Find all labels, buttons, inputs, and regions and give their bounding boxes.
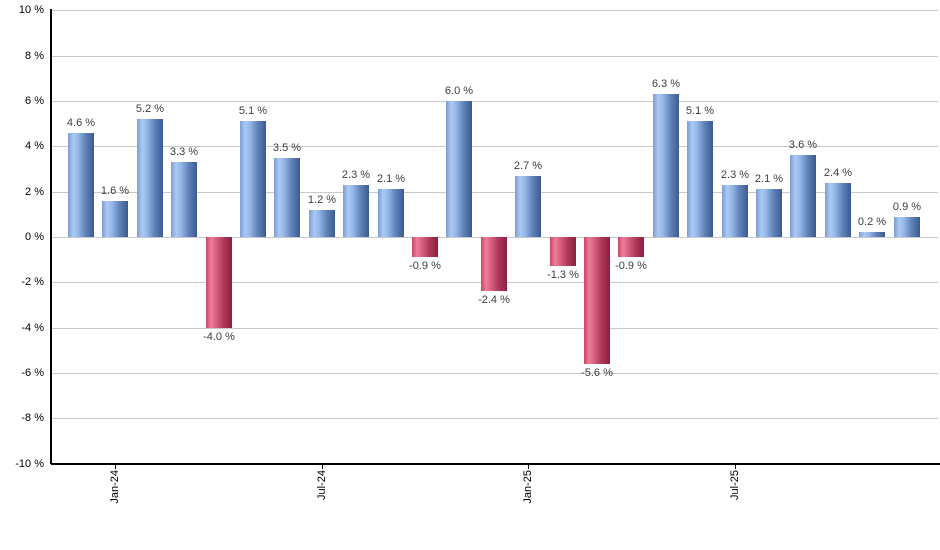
bar-2 [102, 201, 128, 237]
bar-6 [240, 121, 266, 237]
y-axis-line [50, 9, 52, 464]
bar-4 [171, 162, 197, 237]
bar-value-label: 0.9 % [892, 201, 922, 213]
bar-value-label: 3.3 % [169, 146, 199, 158]
x-tick-label-jan-25: Jan-25 [521, 470, 535, 504]
bar-value-label: -4.0 % [203, 331, 235, 343]
bar-value-label: 6.3 % [651, 78, 681, 90]
bar-17 [618, 237, 644, 257]
gridline--6pct [51, 373, 938, 374]
bar-value-label: 1.6 % [100, 185, 130, 197]
bar-value-label: -1.3 % [547, 269, 579, 281]
y-tick-label: -10 % [15, 458, 44, 470]
x-tick-label-text: Jul-24 [315, 470, 328, 500]
bar-11 [412, 237, 438, 257]
gridline-10pct [51, 10, 938, 11]
y-tick-label: 4 % [25, 140, 44, 152]
gridline-6pct [51, 101, 938, 102]
gridline-8pct [51, 56, 938, 57]
bar-value-label: 2.1 % [754, 173, 784, 185]
y-tick-label: 6 % [25, 95, 44, 107]
gridline--4pct [51, 328, 938, 329]
bar-23 [825, 183, 851, 237]
gridline--8pct [51, 418, 938, 419]
y-tick-label: -8 % [21, 412, 44, 424]
y-tick-label: -6 % [21, 367, 44, 379]
bar-value-label: 3.6 % [788, 139, 818, 151]
x-tick-mark [735, 464, 736, 469]
bar-14 [515, 176, 541, 237]
bar-10 [378, 189, 404, 237]
bar-value-label: 2.7 % [513, 160, 543, 172]
bar-value-label: 5.1 % [685, 105, 715, 117]
bar-value-label: 0.2 % [857, 216, 887, 228]
x-tick-label-text: Jul-25 [728, 470, 741, 500]
bar-18 [653, 94, 679, 237]
y-tick-label: -2 % [21, 276, 44, 288]
bar-22 [790, 155, 816, 237]
bar-3 [137, 119, 163, 237]
y-tick-label: 10 % [18, 4, 44, 16]
bar-16 [584, 237, 610, 364]
x-tick-mark [115, 464, 116, 469]
bar-value-label: 2.1 % [376, 173, 406, 185]
bar-24 [859, 232, 885, 237]
bar-5 [206, 237, 232, 328]
bar-20 [722, 185, 748, 237]
bar-19 [687, 121, 713, 237]
bar-13 [481, 237, 507, 291]
y-tick-label: 8 % [25, 50, 44, 62]
bar-21 [756, 189, 782, 237]
bar-value-label: -5.6 % [581, 367, 613, 379]
x-tick-mark [528, 464, 529, 469]
gridline-4pct [51, 146, 938, 147]
y-tick-label: 0 % [25, 231, 44, 243]
bar-value-label: -0.9 % [409, 260, 441, 272]
bar-value-label: 4.6 % [66, 117, 96, 129]
x-tick-label-jul-25: Jul-25 [728, 470, 742, 500]
bar-value-label: 2.4 % [823, 167, 853, 179]
bar-value-label: -0.9 % [615, 260, 647, 272]
bar-25 [894, 217, 920, 237]
bar-9 [343, 185, 369, 237]
x-tick-mark [322, 464, 323, 469]
bar-value-label: 5.1 % [238, 105, 268, 117]
bar-12 [446, 101, 472, 237]
x-tick-label-text: Jan-25 [521, 470, 534, 504]
x-tick-label-text: Jan-24 [108, 470, 121, 504]
bar-1 [68, 133, 94, 237]
bar-value-label: 2.3 % [341, 169, 371, 181]
bar-7 [274, 158, 300, 237]
bar-value-label: 2.3 % [720, 169, 750, 181]
y-tick-label: -4 % [21, 322, 44, 334]
bar-8 [309, 210, 335, 237]
bar-value-label: 3.5 % [272, 142, 302, 154]
x-axis-line [51, 463, 940, 465]
gridline-2pct [51, 192, 938, 193]
y-tick-label: 2 % [25, 186, 44, 198]
x-tick-label-jan-24: Jan-24 [108, 470, 122, 504]
bar-value-label: 1.2 % [307, 194, 337, 206]
bar-value-label: -2.4 % [478, 294, 510, 306]
bar-value-label: 6.0 % [444, 85, 474, 97]
bar-value-label: 5.2 % [135, 103, 165, 115]
x-tick-label-jul-24: Jul-24 [315, 470, 329, 500]
bar-15 [550, 237, 576, 266]
